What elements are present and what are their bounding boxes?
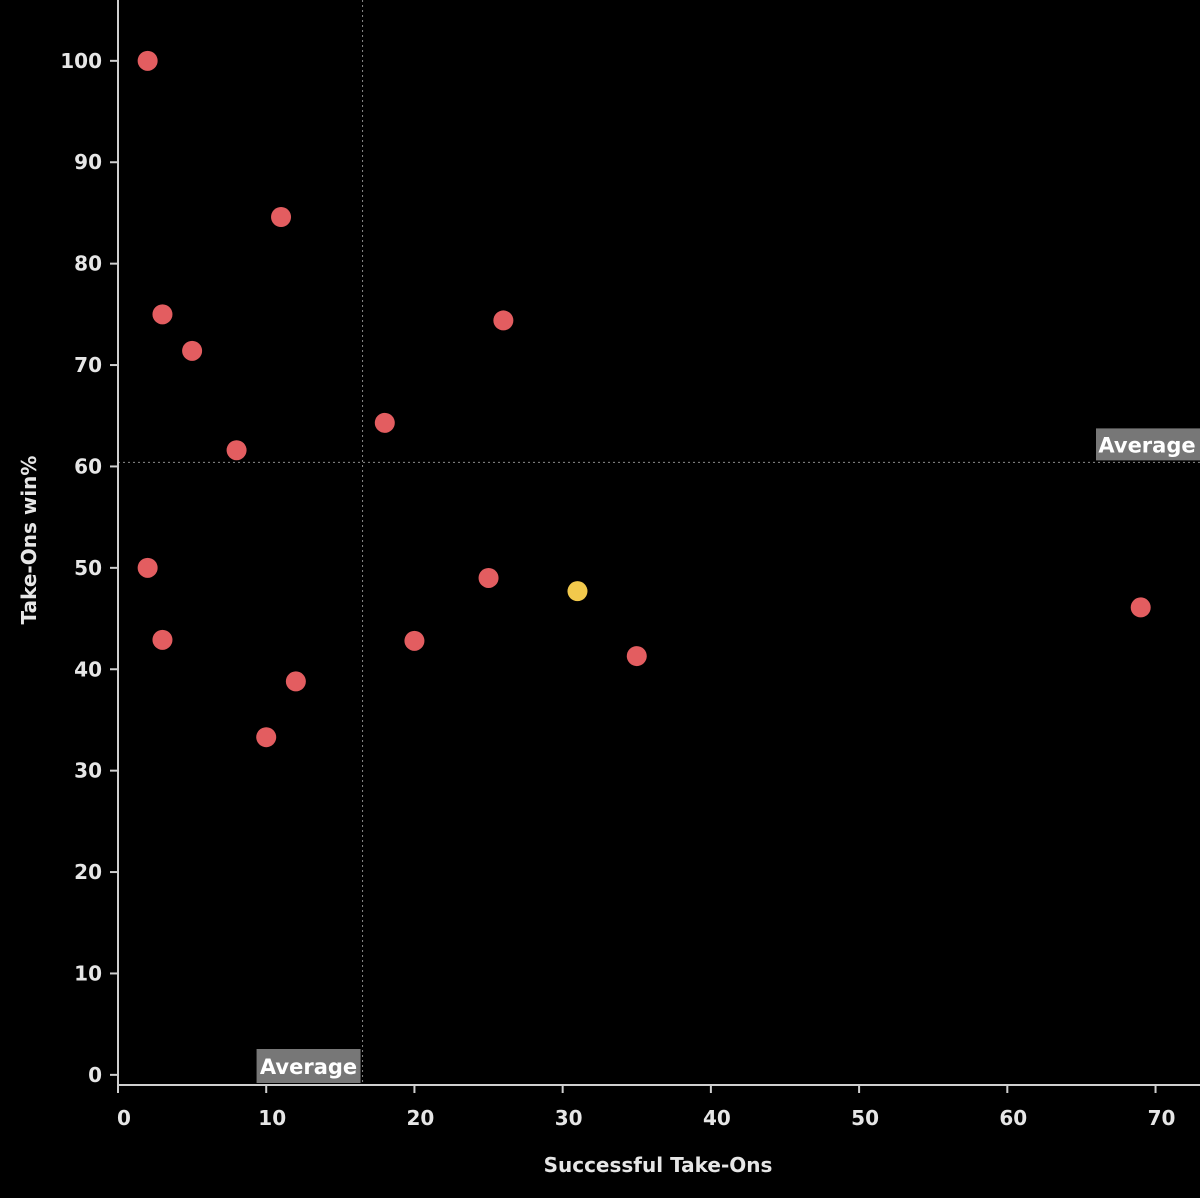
y-tick-label: 80 xyxy=(74,252,102,276)
y-average-label: Average xyxy=(1098,433,1195,457)
data-point xyxy=(404,630,425,651)
x-tick-label: 50 xyxy=(851,1106,879,1130)
y-tick-label: 70 xyxy=(74,353,102,377)
x-tick-label: 60 xyxy=(999,1106,1027,1130)
data-point xyxy=(137,557,158,578)
data-point xyxy=(152,629,173,650)
reference-lines xyxy=(118,0,1200,1085)
y-tick-label: 40 xyxy=(74,657,102,681)
data-point xyxy=(374,412,395,433)
y-axis-title: Take-Ons win% xyxy=(17,456,41,625)
data-point xyxy=(256,727,277,748)
data-points xyxy=(137,50,1151,748)
x-tick-label: 70 xyxy=(1148,1106,1176,1130)
x-tick-label: 20 xyxy=(407,1106,435,1130)
average-labels: Average Average xyxy=(256,428,1200,1083)
data-point xyxy=(626,646,647,667)
y-tick-label: 10 xyxy=(74,961,102,985)
axes xyxy=(110,0,1200,1093)
data-point xyxy=(478,567,499,588)
data-point xyxy=(152,304,173,325)
x-tick-label: 40 xyxy=(703,1106,731,1130)
y-tick-label: 100 xyxy=(60,49,102,73)
x-tick-label: 10 xyxy=(258,1106,286,1130)
y-average-label-bg xyxy=(1096,428,1200,461)
x-axis-title: Successful Take-Ons xyxy=(544,1153,773,1177)
y-tick-label: 50 xyxy=(74,556,102,580)
data-point xyxy=(1130,597,1151,618)
y-tick-label: 90 xyxy=(74,150,102,174)
x-tick-label: 0 xyxy=(117,1106,131,1130)
data-point xyxy=(285,671,306,692)
data-point xyxy=(271,207,292,227)
data-point xyxy=(182,340,203,361)
y-tick-label: 30 xyxy=(74,759,102,783)
data-point xyxy=(226,440,247,461)
x-average-label-bg xyxy=(256,1049,361,1083)
y-tick-label: 60 xyxy=(74,454,102,478)
x-tick-label: 30 xyxy=(555,1106,583,1130)
y-tick-label: 20 xyxy=(74,860,102,884)
y-tick-label: 0 xyxy=(88,1063,102,1087)
x-average-label: Average xyxy=(260,1055,357,1079)
data-point xyxy=(493,310,514,331)
tick-labels: 0 10 20 30 40 50 60 70 80 90 100 0 10 20 30 40 50 60 70 xyxy=(60,49,1175,1130)
highlighted-data-point xyxy=(567,581,588,602)
data-point xyxy=(137,50,158,71)
